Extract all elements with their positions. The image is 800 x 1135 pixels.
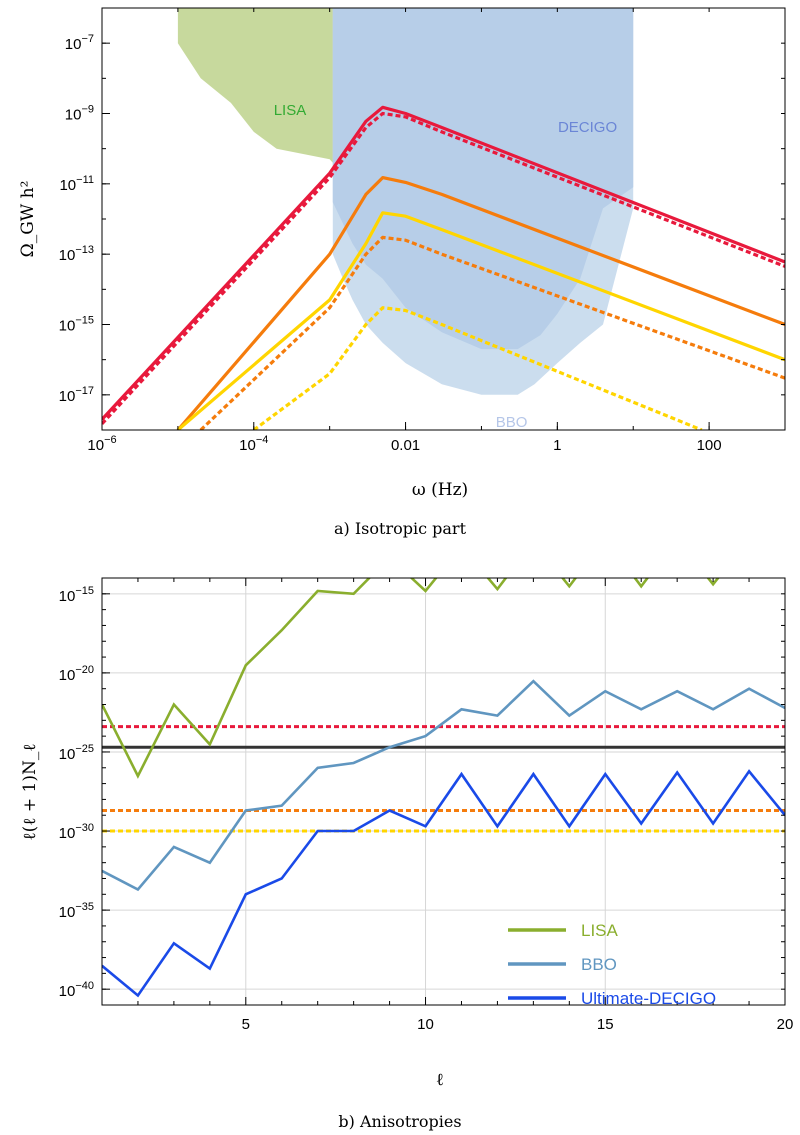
- series-line-bbo: [102, 679, 785, 892]
- x-tick-label: 10: [417, 1016, 434, 1033]
- x-tick-label: 1: [553, 437, 561, 454]
- x-tick-label: 100: [697, 437, 722, 454]
- caption-a: a) Isotropic part: [334, 519, 467, 538]
- series-line-1: [102, 105, 785, 421]
- series-line-ultimate-decigo: [102, 769, 785, 998]
- x-tick-label: 20: [777, 1016, 794, 1033]
- legend: LISA BBO Ultimate-DECIGO: [508, 921, 716, 1008]
- series-line-5: [176, 211, 785, 430]
- legend-label-ultimate-decigo: Ultimate-DECIGO: [581, 989, 716, 1008]
- region-bbo: [332, 8, 634, 395]
- y-tick-label: 10−25: [59, 743, 94, 763]
- legend-label-lisa: LISA: [581, 921, 619, 940]
- x-tick-label: 10−6: [87, 434, 116, 454]
- legend-label-bbo: BBO: [581, 955, 617, 974]
- series-line-2: [102, 111, 785, 425]
- series-line-lisa: [102, 578, 720, 779]
- region-lisa: [177, 8, 333, 163]
- y-tick-label: 10−7: [65, 33, 94, 53]
- region-label-lisa: LISA: [274, 102, 307, 119]
- y-tick-label: 10−40: [59, 980, 94, 1000]
- x-tick-label: 0.01: [391, 437, 420, 454]
- region-label-bbo: BBO: [496, 414, 528, 431]
- y-tick-label: 10−13: [59, 244, 94, 264]
- y-axis-label-a: Ω_GW h²: [18, 181, 38, 258]
- y-axis-label-b: ℓ(ℓ + 1)N_ℓ: [20, 744, 40, 841]
- series-line-4: [199, 235, 785, 430]
- y-tick-label: 10−30: [59, 822, 94, 842]
- panel-isotropic: LISA DECIGO BBO 10−6 10−4 0.01 1 100 10−7 10−9 10…: [18, 7, 786, 538]
- x-axis-label-a: ω (Hz): [412, 480, 468, 500]
- y-tick-label: 10−11: [59, 174, 94, 194]
- caption-b: b) Anisotropies: [338, 1112, 461, 1131]
- y-tick-label: 10−15: [59, 315, 94, 335]
- series-line-6: [252, 306, 703, 430]
- x-axis-label-b: ℓ: [436, 1070, 444, 1090]
- y-tick-label: 10−35: [59, 901, 94, 921]
- y-tick-label: 10−15: [59, 585, 94, 605]
- y-tick-label: 10−17: [59, 385, 94, 405]
- x-tick-label: 15: [597, 1016, 614, 1033]
- y-tick-label: 10−20: [59, 664, 94, 684]
- plot-frame-b: [101, 577, 786, 1006]
- region-label-decigo: DECIGO: [558, 119, 617, 136]
- series-line-3: [176, 176, 785, 430]
- x-tick-label: 5: [242, 1016, 250, 1033]
- x-tick-label: 10−4: [239, 434, 268, 454]
- panel-anisotropies: 5 10 15 20 10−15 10−20 10−25 10−30 10−35 10−40 LI…: [20, 577, 794, 1131]
- y-tick-label: 10−9: [65, 104, 94, 124]
